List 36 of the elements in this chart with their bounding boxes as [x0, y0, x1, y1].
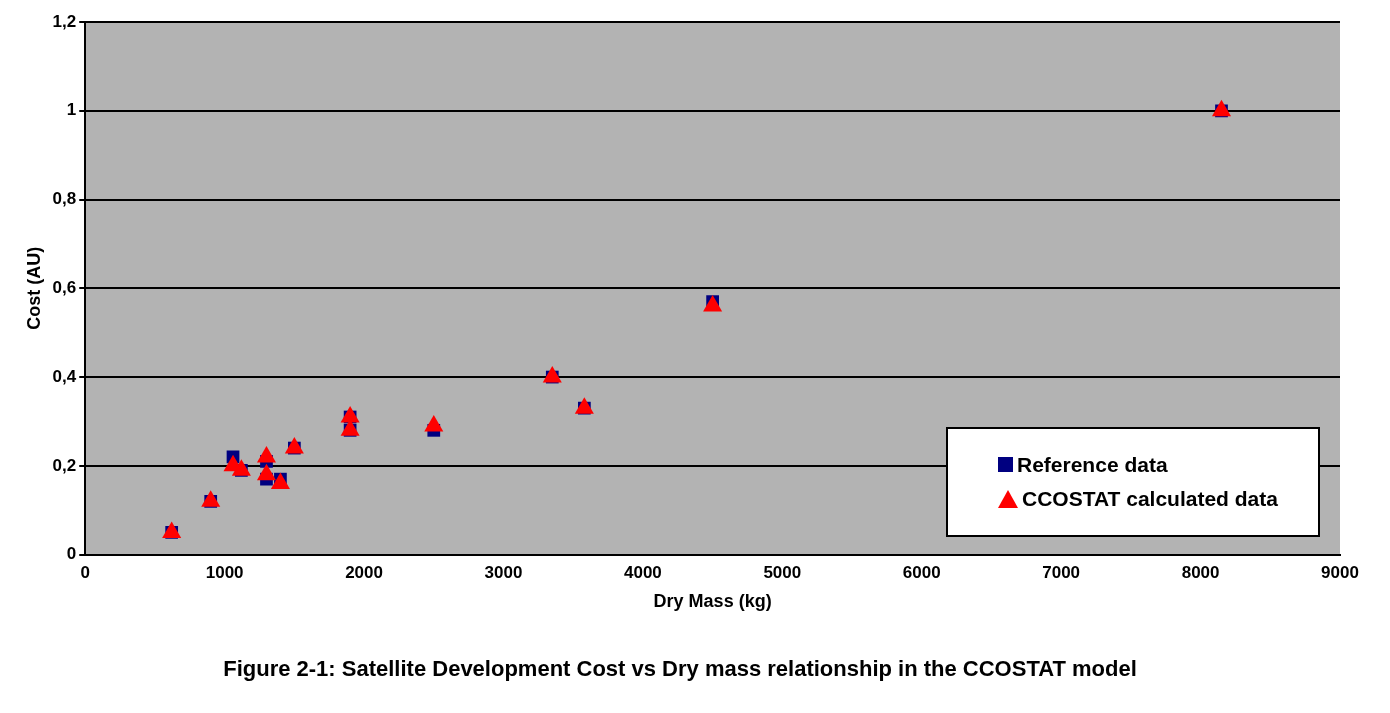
- point: [703, 295, 723, 312]
- x-tick-label: 0: [80, 563, 90, 583]
- x-tick-label: 1000: [205, 563, 244, 583]
- x-tick-label: 4000: [623, 563, 662, 583]
- point: [340, 406, 360, 423]
- point: [256, 445, 276, 463]
- point: [201, 490, 221, 507]
- legend-label: Reference data: [1017, 452, 1168, 477]
- x-tick-label: 5000: [763, 563, 802, 583]
- y-tick-label: 0: [66, 544, 77, 564]
- point: [424, 414, 444, 432]
- point: [270, 472, 290, 490]
- x-tick-label: 3000: [484, 563, 523, 583]
- x-tick-label: 2000: [345, 563, 383, 583]
- x-tick-label: 9000: [1321, 563, 1359, 583]
- x-tick-label: 8000: [1181, 563, 1220, 583]
- point: [340, 419, 360, 436]
- point: [574, 397, 594, 414]
- y-axis-title: Cost (AU): [23, 246, 44, 330]
- x-tick-label: 7000: [1042, 563, 1081, 583]
- legend-label: CCOSTAT calculated data: [1022, 486, 1278, 511]
- y-tick-label: 0,6: [52, 277, 77, 297]
- y-tick-label: 1: [66, 100, 77, 120]
- point: [1211, 99, 1232, 117]
- y-tick-label: 1,2: [52, 11, 77, 31]
- y-tick-label: 0,4: [52, 366, 77, 386]
- x-tick-label: 6000: [902, 563, 941, 583]
- point: [256, 463, 276, 481]
- text: Figure 2-1: Satellite Development Cost vs Dry mass relationship in the CCOSTAT model: [223, 655, 1137, 681]
- point: [284, 437, 304, 454]
- point: [162, 521, 182, 538]
- point: [542, 366, 562, 383]
- x-axis-title: Dry Mass (kg): [653, 590, 772, 611]
- point: [231, 459, 251, 476]
- y-tick-label: 0,2: [52, 455, 77, 475]
- y-tick-label: 0,8: [52, 189, 77, 209]
